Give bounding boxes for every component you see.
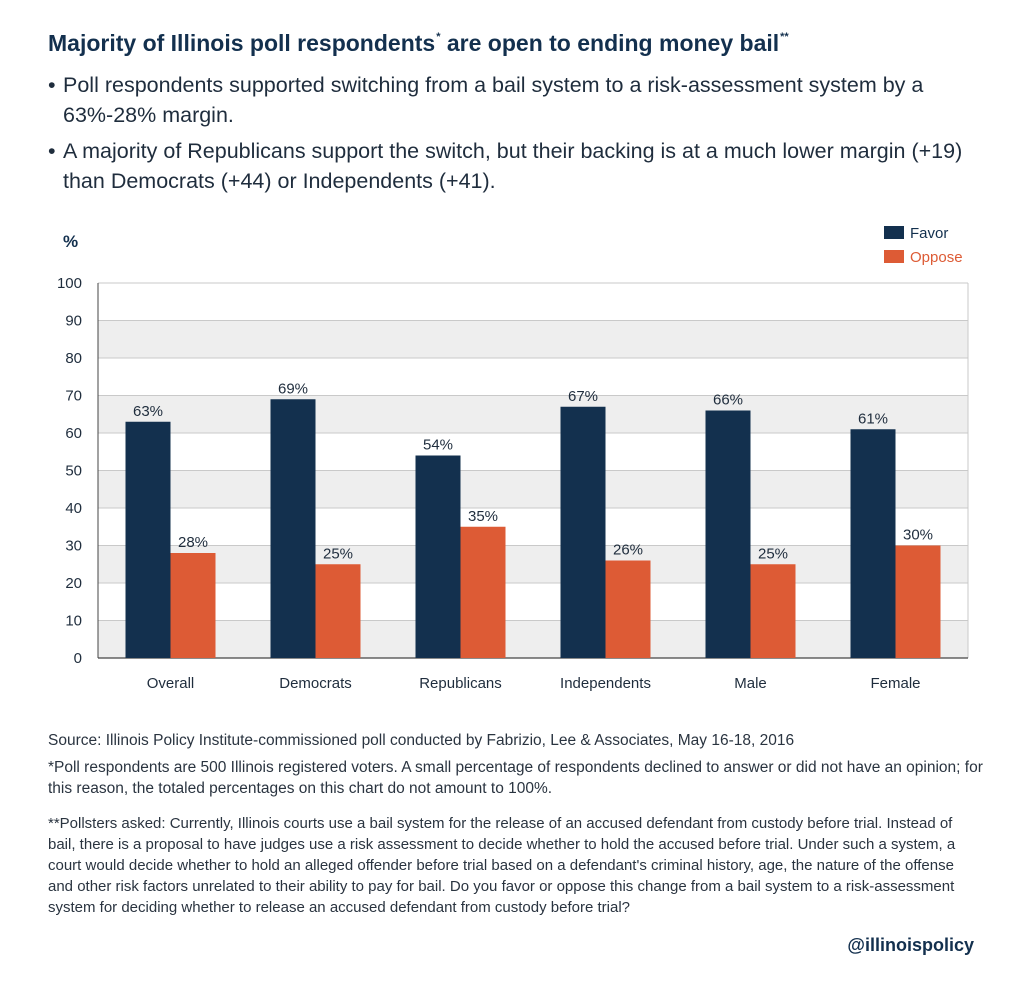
bullet-text: Poll respondents supported switching fro… [63, 73, 924, 127]
bar-favor [705, 410, 751, 658]
legend-swatch-oppose [884, 250, 904, 263]
y-tick-label: 20 [65, 575, 82, 592]
legend-label-favor: Favor [910, 225, 948, 242]
chart-title: Majority of Illinois poll respondents* a… [48, 30, 789, 57]
data-label: 28% [178, 534, 208, 551]
twitter-handle: @illinoispolicy [847, 935, 974, 955]
bullet-dot: • [48, 73, 56, 97]
data-label: 35% [468, 508, 498, 525]
y-tick-label: 80 [65, 350, 82, 367]
grid-band [98, 470, 968, 508]
footnotes: Source: Illinois Policy Institute-commis… [48, 730, 983, 924]
data-label: 66% [713, 392, 743, 409]
bar-oppose [750, 564, 796, 658]
bar-oppose [170, 553, 216, 658]
source-note: Source: Illinois Policy Institute-commis… [48, 732, 795, 749]
y-tick-label: 0 [74, 650, 82, 667]
x-tick-label: Female [870, 675, 920, 692]
bar-chart: 0 10 20 30 40 50 60 70 80 90 100% 63% 28% Overall 69% 2… [57, 225, 969, 692]
bar-oppose [315, 564, 361, 658]
bar-oppose [460, 526, 506, 658]
data-label: 25% [758, 545, 788, 562]
title-text: Majority of Illinois poll respondents [48, 30, 436, 56]
data-label: 67% [568, 388, 598, 405]
data-label: 26% [613, 542, 643, 559]
data-label: 61% [858, 410, 888, 427]
bullet-item: • A majority of Republicans support the … [48, 136, 988, 196]
title-footnote-mark: * [436, 31, 441, 43]
respondents-note: *Poll respondents are 500 Illinois regis… [48, 759, 983, 797]
data-label: 54% [423, 437, 453, 454]
bullet-text: A majority of Republicans support the sw… [63, 139, 963, 193]
bar-favor [270, 399, 316, 658]
bullet-item: • Poll respondents supported switching f… [48, 70, 988, 130]
bar-oppose [605, 560, 651, 658]
y-tick-label: 10 [65, 613, 82, 630]
y-tick-label: 90 [65, 313, 82, 330]
y-tick-label: 100 [57, 275, 82, 292]
x-tick-label: Male [734, 675, 767, 692]
y-unit-label: % [63, 232, 78, 251]
y-tick-label: 30 [65, 538, 82, 555]
title-footnote-mark-2: ** [780, 31, 789, 43]
y-tick-label: 40 [65, 500, 82, 517]
data-label: 63% [133, 403, 163, 420]
bar-favor [560, 406, 606, 658]
bar-oppose [895, 545, 941, 658]
summary-bullets: • Poll respondents supported switching f… [48, 70, 988, 202]
pollster-question-note: **Pollsters asked: Currently, Illinois c… [48, 815, 956, 916]
legend-swatch-favor [884, 226, 904, 239]
grid-band [98, 320, 968, 358]
grid-band [98, 545, 968, 583]
grid-band [98, 620, 968, 658]
x-tick-label: Independents [560, 675, 651, 692]
bar-favor [415, 455, 461, 658]
bullet-dot: • [48, 139, 56, 163]
x-tick-label: Overall [147, 675, 195, 692]
data-label: 25% [323, 545, 353, 562]
data-label: 30% [903, 527, 933, 544]
y-tick-label: 50 [65, 463, 82, 480]
y-tick-label: 70 [65, 388, 82, 405]
legend-label-oppose: Oppose [910, 249, 963, 266]
title-text-cont: are open to ending money bail [440, 30, 780, 56]
grid-band [98, 395, 968, 433]
data-label: 69% [278, 380, 308, 397]
bar-favor [125, 421, 171, 658]
x-tick-label: Democrats [279, 675, 352, 692]
y-tick-label: 60 [65, 425, 82, 442]
bar-favor [850, 429, 896, 658]
x-tick-label: Republicans [419, 675, 502, 692]
